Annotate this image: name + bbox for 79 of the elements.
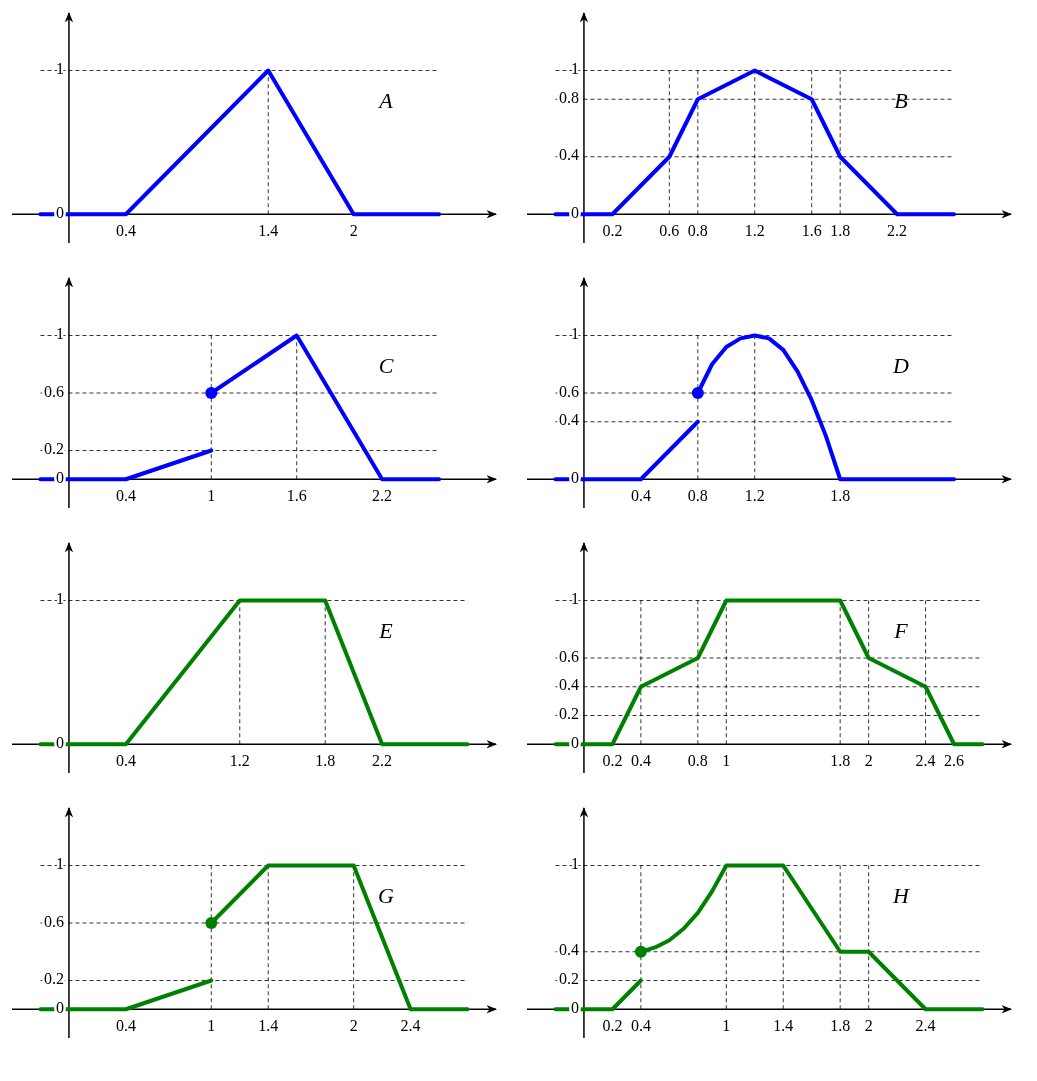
- x-tick-label: 0.4: [630, 487, 651, 505]
- y-tick-label: 0: [570, 203, 579, 221]
- x-tick-label: 2: [349, 222, 358, 240]
- x-tick-label: 0.2: [602, 1017, 623, 1035]
- x-tick-label: 1.8: [830, 1017, 851, 1035]
- y-tick-label: 0: [55, 998, 64, 1016]
- y-tick-label: 0.2: [43, 440, 64, 458]
- y-tick-label: 1: [55, 325, 64, 343]
- y-tick-label: 0.4: [558, 146, 579, 164]
- x-tick-label: 0.4: [115, 752, 136, 770]
- x-tick-label: 1.2: [744, 487, 765, 505]
- x-tick-label: 2: [864, 752, 873, 770]
- x-tick-label: 0.2: [602, 752, 623, 770]
- annotation: H: [892, 883, 911, 909]
- x-tick-label: 2.4: [915, 1017, 936, 1035]
- y-tick-label: 0.6: [43, 912, 64, 930]
- annotation: B: [894, 88, 908, 114]
- y-tick-label: 0.2: [43, 970, 64, 988]
- annotation: E: [378, 618, 394, 644]
- annotation: C: [378, 353, 394, 379]
- y-tick-label: 1: [55, 855, 64, 873]
- y-tick-label: 1: [570, 325, 579, 343]
- x-tick-label: 0.8: [687, 487, 708, 505]
- x-tick-label: 1.6: [801, 222, 822, 240]
- x-tick-label: 1.2: [744, 222, 765, 240]
- y-tick-label: 1: [570, 855, 579, 873]
- x-tick-label: 2: [864, 1017, 873, 1035]
- x-tick-label: 0.4: [630, 1017, 651, 1035]
- x-tick-label: 1.4: [258, 222, 279, 240]
- y-tick-label: 1: [55, 60, 64, 78]
- y-tick-label: 0: [55, 733, 64, 751]
- y-tick-label: 0.2: [558, 970, 579, 988]
- y-tick-label: 0: [55, 468, 64, 486]
- x-tick-label: 1.8: [830, 222, 851, 240]
- y-tick-label: 0.4: [558, 941, 579, 959]
- y-tick-label: 0.6: [558, 382, 579, 400]
- x-tick-label: 1.8: [830, 487, 851, 505]
- y-tick-label: 0: [570, 998, 579, 1016]
- y-tick-label: 0.4: [558, 411, 579, 429]
- x-tick-label: 1: [722, 752, 731, 770]
- x-tick-label: 0.8: [687, 222, 708, 240]
- x-tick-label: 2.2: [372, 487, 393, 505]
- x-tick-label: 1.8: [830, 752, 851, 770]
- y-tick-label: 1: [55, 590, 64, 608]
- y-tick-label: 0.2: [558, 705, 579, 723]
- annotation: F: [893, 618, 909, 644]
- x-tick-label: 2.4: [915, 752, 936, 770]
- y-tick-label: 0.6: [43, 382, 64, 400]
- x-tick-label: 2.6: [944, 752, 965, 770]
- x-tick-label: 1.2: [229, 752, 250, 770]
- annotation: D: [892, 353, 910, 379]
- x-tick-label: 0.4: [115, 1017, 136, 1035]
- x-tick-label: 0.4: [115, 222, 136, 240]
- x-tick-label: 2: [349, 1017, 358, 1035]
- x-tick-label: 1.4: [773, 1017, 794, 1035]
- x-tick-label: 1.8: [315, 752, 336, 770]
- y-tick-label: 1: [570, 60, 579, 78]
- x-tick-label: 0.8: [687, 752, 708, 770]
- y-tick-label: 0.4: [558, 676, 579, 694]
- x-tick-label: 1: [207, 487, 216, 505]
- x-tick-label: 1.4: [258, 1017, 279, 1035]
- y-tick-label: 0: [55, 203, 64, 221]
- y-tick-label: 0: [570, 468, 579, 486]
- x-tick-label: 1: [207, 1017, 216, 1035]
- y-tick-label: 1: [570, 590, 579, 608]
- x-tick-label: 0.4: [630, 752, 651, 770]
- x-tick-label: 2.2: [372, 752, 393, 770]
- x-tick-label: 1.6: [286, 487, 307, 505]
- annotation: G: [378, 883, 395, 909]
- x-tick-label: 0.4: [115, 487, 136, 505]
- x-tick-label: 0.2: [602, 222, 623, 240]
- x-tick-label: 2.4: [400, 1017, 421, 1035]
- annotation: A: [377, 88, 394, 114]
- x-tick-label: 0.6: [659, 222, 680, 240]
- x-tick-label: 2.2: [887, 222, 908, 240]
- y-tick-label: 0.6: [558, 647, 579, 665]
- x-tick-label: 1: [722, 1017, 731, 1035]
- y-tick-label: 0: [570, 733, 579, 751]
- y-tick-label: 0.8: [558, 88, 579, 106]
